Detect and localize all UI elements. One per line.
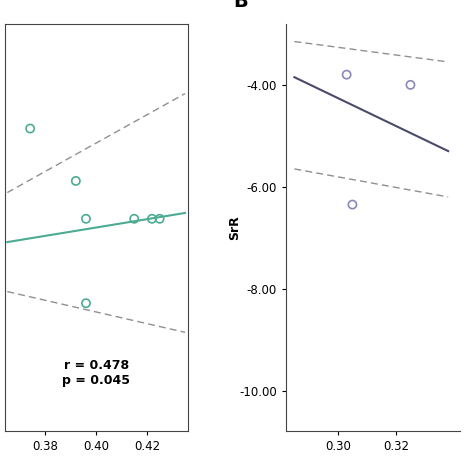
Point (82, 215, 90, 223)
Point (407, 81, 414, 89)
Point (82, 300, 90, 307)
Text: B: B (234, 0, 248, 11)
Text: r = 0.478
p = 0.045: r = 0.478 p = 0.045 (62, 359, 130, 387)
Point (27, 125, 34, 132)
Y-axis label: SrR: SrR (228, 215, 241, 240)
Point (343, 71, 350, 79)
Point (130, 215, 138, 223)
Point (156, 215, 164, 223)
Point (72, 177, 80, 185)
Point (148, 215, 156, 223)
Point (349, 201, 356, 209)
